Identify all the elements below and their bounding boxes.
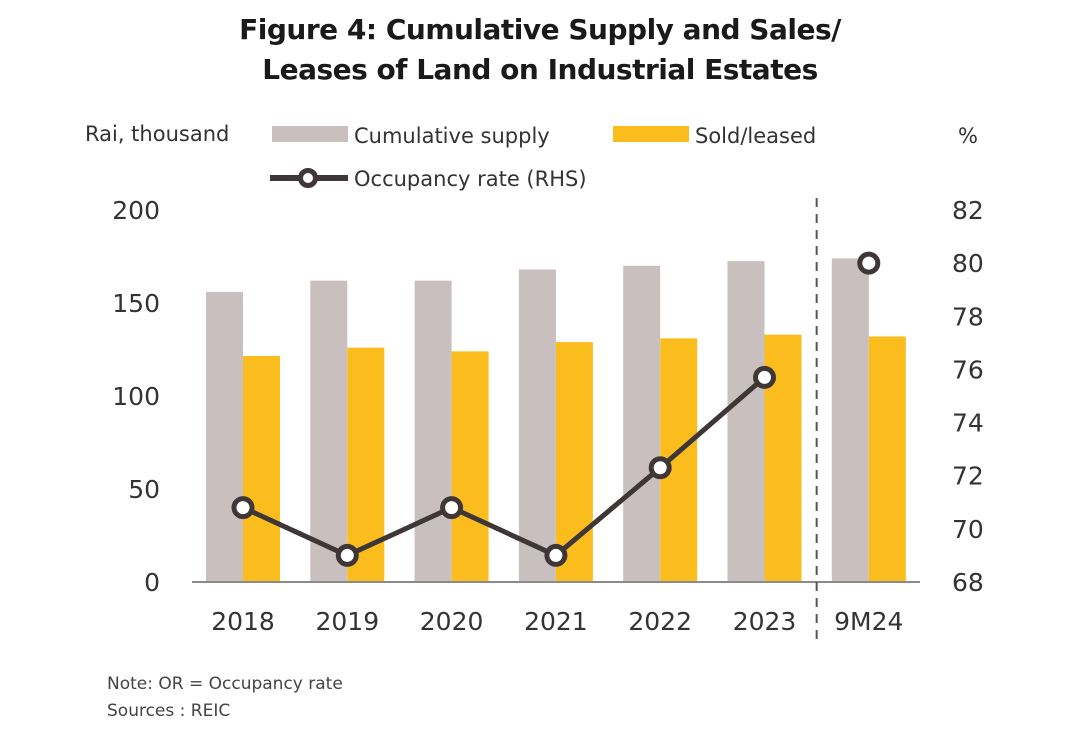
bar-cumulative-supply [727,261,765,582]
occupancy-rate-line [241,375,767,558]
note-text: Note: OR = Occupancy rate [107,674,343,694]
legend-swatch-cumulative-supply [272,126,348,142]
right-axis-tick-label: 70 [952,515,984,544]
legend-swatch-sold-leased [613,126,689,142]
x-axis-tick-label: 2018 [211,607,275,636]
x-axis-tick-label: 2021 [524,607,588,636]
right-axis-tick-label: 82 [952,196,984,225]
occupancy-rate-point [648,456,672,480]
left-axis-tick-label: 0 [144,568,160,597]
chart-title: Figure 4: Cumulative Supply and Sales/ L… [0,10,1080,90]
legend-label-occupancy-rate: Occupancy rate (RHS) [354,167,587,191]
occupancy-rate-point [440,496,464,520]
occupancy-rate-point [231,496,255,520]
occupancy-rate-point [335,543,359,567]
x-axis-tick-label: 2019 [315,607,379,636]
chart-title-line-1: Figure 4: Cumulative Supply and Sales/ [239,13,841,46]
chart-title-line-2: Leases of Land on Industrial Estates [262,53,818,86]
occupancy-rate-point [544,543,568,567]
left-axis-label: Rai, thousand [85,122,229,146]
right-axis-tick-label: 72 [952,462,984,491]
legend-swatch-occupancy-rate [270,168,348,188]
bar-sold-leased [243,356,280,582]
occupancy-rate-point [753,365,776,389]
left-axis-tick-label: 50 [128,475,160,504]
left-axis-tick-label: 100 [112,382,160,411]
left-axis-tick-label: 200 [112,196,160,225]
bar-sold-leased [451,351,489,582]
bar-cumulative-supply [518,269,556,582]
occupancy-rate-point [857,251,881,275]
legend-label-sold-leased: Sold/leased [695,124,816,148]
bar-cumulative-supply [206,291,243,582]
bar-cumulative-supply [414,280,452,582]
legend-label-cumulative-supply: Cumulative supply [354,124,550,148]
x-axis-tick-label: 9M24 [834,607,903,636]
x-axis-tick-label: 2022 [628,607,692,636]
left-axis-tick-label: 150 [112,289,160,318]
right-axis-label: % [958,124,978,148]
right-axis-tick-label: 78 [952,302,984,331]
x-axis-tick-label: 2023 [733,607,797,636]
right-axis-tick-label: 68 [952,568,984,597]
bar-cumulative-supply [623,265,661,582]
right-axis-tick-label: 80 [952,249,984,278]
bar-cumulative-supply [310,280,348,582]
right-axis-tick-label: 76 [952,355,984,384]
source-text: Sources : REIC [107,701,231,721]
x-axis-tick-label: 2020 [420,607,484,636]
bar-sold-leased [868,336,906,582]
right-axis-tick-label: 74 [952,409,984,438]
bar-cumulative-supply [831,258,869,582]
